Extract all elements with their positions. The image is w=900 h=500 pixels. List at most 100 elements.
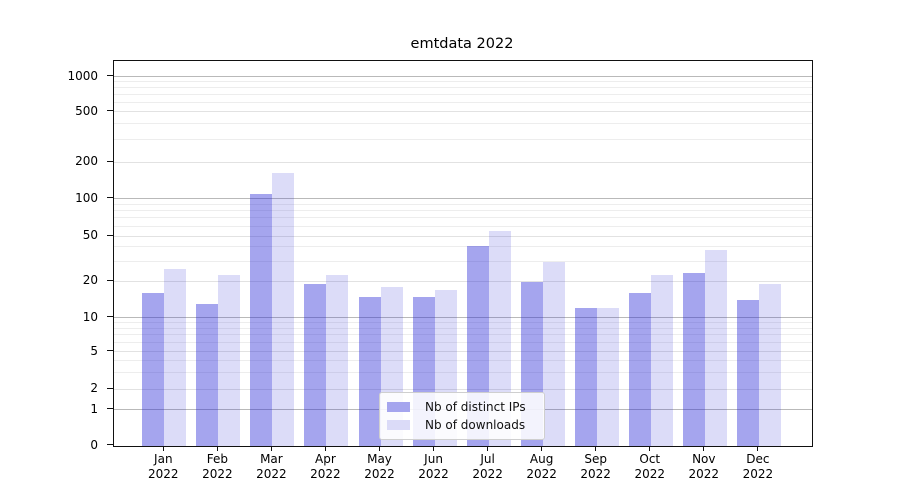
gridline: [114, 342, 812, 344]
downloads-bar-nov: [704, 249, 727, 446]
x-tick-mark: [162, 446, 164, 451]
x-tick-mark: [379, 446, 380, 451]
y-axis-tick-label: 0: [90, 437, 98, 452]
distinct-ips-bar-jan: [142, 293, 165, 446]
x-axis-tick-label: Dec 2022: [742, 452, 774, 481]
x-tick-mark: [433, 446, 435, 451]
gridline: [114, 161, 812, 163]
legend-label: Nb of downloads: [425, 418, 526, 432]
distinct-ips-bar-apr: [304, 284, 327, 446]
y-axis-tick-label: 10: [82, 309, 98, 324]
distinct-ips-bar-dec: [736, 300, 759, 446]
gridline: [114, 246, 812, 248]
x-tick-mark: [270, 446, 272, 451]
x-axis-tick-label: Oct 2022: [634, 452, 666, 481]
downloads-bar-mar: [272, 172, 295, 446]
y-tick-mark: [107, 279, 113, 281]
distinct-ips-bar-feb: [196, 304, 219, 446]
downloads-bar-sep: [596, 308, 619, 446]
x-axis-tick-label: Aug 2022: [526, 452, 557, 481]
y-axis-tick-label: 20: [82, 273, 98, 287]
x-axis-tick-label: Jan 2022: [148, 452, 179, 481]
legend-label: Nb of distinct IPs: [425, 400, 526, 414]
y-axis-tick-label: 100: [75, 190, 98, 205]
y-axis-tick-label: 1: [90, 401, 98, 416]
gridline: [114, 334, 812, 336]
downloads-bar-jan: [164, 268, 187, 446]
downloads-bar-aug: [542, 261, 565, 446]
gridline: [114, 94, 812, 95]
distinct-ips-bar-oct: [628, 293, 651, 446]
y-axis-tick-label: 1000: [67, 68, 98, 83]
distinct-ips-swatch-icon: [387, 402, 410, 412]
y-tick-mark: [107, 160, 113, 162]
gridline: [114, 111, 812, 112]
y-tick-mark: [107, 110, 113, 111]
gridline: [114, 217, 812, 219]
y-tick-mark: [107, 75, 113, 76]
y-tick-mark: [107, 316, 113, 317]
x-axis-tick-label: Feb 2022: [202, 452, 233, 481]
downloads-bar-oct: [650, 274, 673, 446]
x-axis-tick-label: May 2022: [364, 452, 395, 481]
gridline: [114, 351, 812, 352]
distinct-ips-bar-sep: [574, 308, 597, 446]
gridline: [114, 203, 812, 205]
y-tick-mark: [107, 234, 113, 236]
x-axis-tick-label: Jul 2022: [472, 452, 503, 481]
y-tick-mark: [107, 197, 113, 198]
gridline: [114, 101, 812, 103]
y-tick-mark: [107, 387, 113, 389]
x-tick-mark: [324, 446, 326, 451]
gridline: [114, 260, 812, 262]
y-axis-tick-label: 200: [75, 154, 98, 168]
chart-title: emtdata 2022: [410, 36, 514, 52]
gridline: [114, 388, 812, 390]
distinct-ips-bar-mar: [250, 193, 273, 446]
downloads-swatch-icon: [387, 420, 410, 430]
x-axis-tick-label: Sep 2022: [580, 452, 611, 481]
y-axis-tick-label: 2: [90, 381, 98, 395]
gridline: [114, 123, 812, 125]
x-axis-tick-label: Mar 2022: [256, 452, 287, 481]
gridline: [114, 322, 812, 324]
gridline: [114, 235, 812, 237]
y-tick-mark: [107, 408, 113, 409]
gridline: [114, 371, 812, 373]
gridline: [114, 360, 812, 362]
y-axis-tick-label: 500: [75, 103, 98, 118]
downloads-bar-apr: [326, 274, 349, 446]
gridline: [114, 76, 812, 77]
gridline: [114, 81, 812, 83]
gridline: [114, 225, 812, 227]
x-tick-mark: [757, 446, 759, 451]
legend-item-downloads: Nb of downloads: [387, 416, 536, 434]
y-axis-tick-label: 50: [82, 228, 98, 242]
x-tick-mark: [595, 446, 597, 451]
y-tick-mark: [107, 444, 113, 445]
gridline: [114, 327, 812, 329]
y-axis-tick-label: 5: [90, 343, 98, 358]
x-tick-mark: [703, 446, 705, 451]
downloads-bar-dec: [758, 284, 781, 446]
legend: Nb of distinct IPs Nb of downloads: [379, 392, 545, 440]
downloads-bar-feb: [218, 274, 241, 446]
distinct-ips-bar-nov: [682, 272, 705, 446]
gridline: [114, 198, 812, 199]
gridline: [114, 280, 812, 282]
distinct-ips-bar-may: [358, 296, 381, 446]
x-tick-mark: [541, 446, 543, 451]
gridline: [114, 87, 812, 89]
x-tick-mark: [216, 446, 218, 451]
legend-item-distinct-ips: Nb of distinct IPs: [387, 398, 536, 416]
x-tick-mark: [649, 446, 651, 451]
plot-area: [113, 60, 813, 447]
x-axis-tick-label: Jun 2022: [418, 452, 449, 481]
gridline: [114, 139, 812, 141]
x-tick-mark: [487, 446, 489, 451]
gridline: [114, 210, 812, 212]
x-axis-tick-label: Apr 2022: [310, 452, 341, 481]
y-tick-mark: [107, 350, 113, 351]
x-axis-tick-label: Nov 2022: [688, 452, 720, 481]
